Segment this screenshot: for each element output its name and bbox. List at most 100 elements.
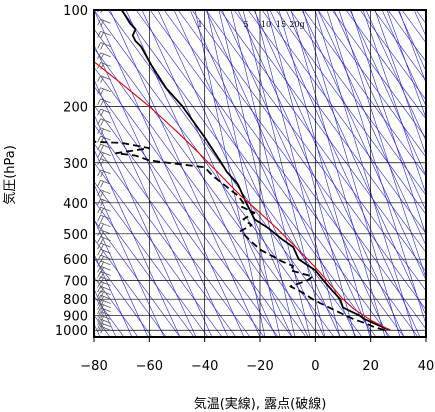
dry-adiabat-line	[359, 10, 426, 101]
barb-flag	[97, 189, 101, 196]
barb-flag	[97, 236, 101, 243]
x-tick-label: 40	[418, 359, 435, 374]
moist-adiabat-line	[94, 113, 197, 337]
background-line-grid	[94, 10, 435, 337]
barb-flag	[100, 230, 104, 237]
dry-adiabat-line	[247, 10, 426, 254]
dry-adiabat-line	[135, 10, 377, 337]
moist-adiabat-line	[94, 79, 213, 337]
barb-flag	[100, 88, 104, 95]
wind-barb	[97, 151, 111, 159]
mixing-ratio-line	[362, 10, 426, 195]
y-tick-label: 100	[63, 4, 88, 19]
wind-barb	[97, 127, 111, 135]
barb-flag	[97, 109, 101, 116]
barb-staff	[100, 229, 111, 235]
barb-staff	[100, 276, 111, 281]
barb-flag	[100, 282, 104, 289]
barb-flag	[97, 281, 101, 288]
dry-adiabat-line	[401, 10, 426, 44]
wind-barb	[97, 307, 111, 315]
wind-barb	[97, 294, 111, 303]
wind-barb	[97, 108, 111, 117]
barb-flag	[97, 286, 101, 293]
barb-flag	[97, 127, 101, 134]
barb-flag	[100, 76, 104, 83]
wind-barb	[97, 303, 111, 311]
barb-staff	[100, 98, 111, 104]
barb-staff	[100, 311, 111, 316]
wind-barb	[97, 52, 111, 60]
dry-adiabat-line	[261, 10, 426, 234]
barb-flag	[97, 151, 101, 158]
barb-flag	[100, 261, 104, 269]
wind-barb	[97, 18, 111, 27]
wind-barb	[97, 143, 111, 152]
wind-barb	[97, 229, 111, 237]
moist-adiabat-line	[253, 10, 405, 337]
dry-adiabat-line	[94, 123, 251, 337]
dry-adiabat-line	[275, 10, 426, 215]
barb-staff	[100, 18, 111, 24]
mixing-ratio-line	[350, 10, 426, 236]
dry-adiabat-line	[121, 10, 363, 337]
barb-flag	[100, 308, 104, 315]
barb-staff	[100, 198, 111, 204]
barb-staff	[100, 248, 111, 254]
barb-flag	[100, 53, 104, 60]
dry-adiabat-line	[94, 66, 293, 337]
moist-adiabat-line	[94, 10, 245, 337]
barb-flag	[100, 312, 104, 319]
wind-barb	[97, 158, 111, 166]
wind-barb	[97, 290, 111, 298]
barb-staff	[100, 222, 111, 228]
wind-barb	[97, 265, 111, 274]
barb-flag	[97, 118, 101, 125]
moist-adiabat-line	[94, 148, 181, 337]
moist-adiabat-line	[205, 10, 357, 337]
wind-barb	[97, 75, 111, 83]
barb-flag	[100, 20, 104, 27]
y-tick-label: 700	[63, 275, 88, 290]
barb-staff	[100, 290, 111, 296]
wind-barb	[97, 179, 111, 188]
wind-barb	[97, 87, 111, 95]
mixing-ratio-line	[398, 10, 426, 84]
wind-barb	[97, 325, 111, 334]
mixing-ratio-label: 10	[261, 20, 271, 29]
barb-flag	[97, 307, 101, 314]
wind-barb	[97, 285, 111, 294]
dry-adiabat-line	[94, 143, 237, 337]
barb-flag	[97, 254, 101, 262]
mixing-ratio-line	[230, 10, 311, 337]
barb-flag	[100, 63, 104, 70]
barb-flag	[97, 303, 101, 310]
x-axis-ticks: −80 −60 −40 −20 0 20 40	[80, 337, 434, 374]
barb-flag	[97, 290, 101, 297]
dry-adiabat-line	[317, 10, 426, 158]
y-tick-label: 300	[63, 157, 88, 172]
barb-flag	[100, 296, 104, 303]
dry-adiabat-line	[94, 162, 223, 337]
moist-adiabat-line	[237, 10, 389, 337]
barb-staff	[100, 260, 111, 266]
dry-adiabat-line	[177, 10, 419, 337]
wind-barb	[97, 118, 111, 126]
moist-adiabat-line	[430, 10, 435, 337]
barb-flag	[97, 229, 101, 236]
dry-adiabat-line	[331, 10, 426, 139]
x-tick-label: −20	[246, 359, 273, 374]
barb-flag	[97, 326, 101, 333]
wind-barb	[97, 206, 111, 215]
barb-staff	[100, 303, 111, 308]
barb-staff	[100, 206, 111, 212]
barb-staff	[100, 143, 111, 149]
wind-barb	[97, 248, 111, 257]
barb-flag	[97, 98, 101, 106]
barb-flag	[100, 215, 104, 223]
barb-staff	[100, 307, 111, 313]
y-tick-label: 400	[63, 197, 88, 212]
moist-adiabat-line	[301, 10, 426, 282]
barb-flag	[100, 43, 104, 50]
